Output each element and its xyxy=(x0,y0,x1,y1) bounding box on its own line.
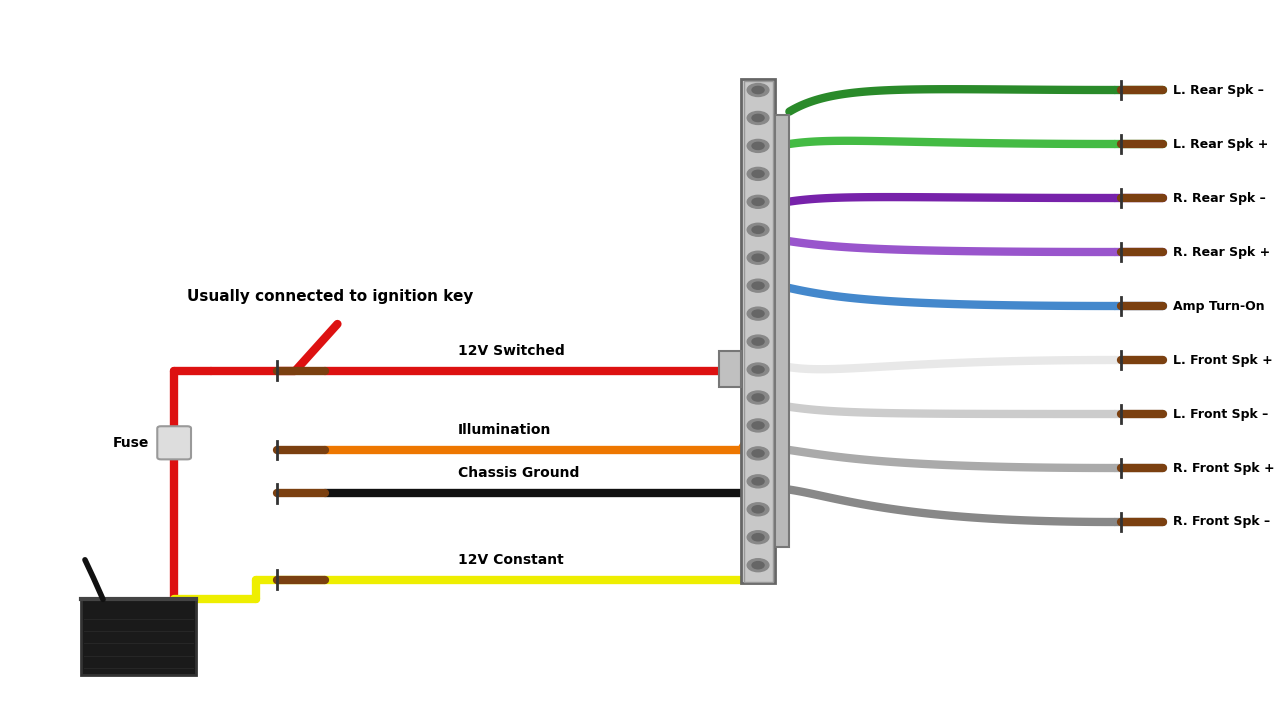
Circle shape xyxy=(748,335,769,348)
Circle shape xyxy=(748,112,769,125)
Circle shape xyxy=(748,140,769,153)
Text: R. Front Spk –: R. Front Spk – xyxy=(1172,516,1270,528)
Circle shape xyxy=(753,562,764,569)
Circle shape xyxy=(753,534,764,541)
Circle shape xyxy=(753,198,764,205)
Circle shape xyxy=(748,84,769,96)
FancyBboxPatch shape xyxy=(157,426,191,459)
Circle shape xyxy=(748,279,769,292)
Text: R. Rear Spk +: R. Rear Spk + xyxy=(1172,246,1270,258)
FancyBboxPatch shape xyxy=(741,79,774,583)
Circle shape xyxy=(748,531,769,544)
Text: R. Rear Spk –: R. Rear Spk – xyxy=(1172,192,1266,204)
Circle shape xyxy=(753,143,764,150)
Circle shape xyxy=(748,559,769,572)
Circle shape xyxy=(753,170,764,177)
Text: L. Rear Spk +: L. Rear Spk + xyxy=(1172,138,1268,150)
Text: Illumination: Illumination xyxy=(458,423,552,437)
Text: Chassis Ground: Chassis Ground xyxy=(458,467,580,480)
Circle shape xyxy=(748,419,769,432)
Circle shape xyxy=(748,223,769,236)
Circle shape xyxy=(748,167,769,180)
Circle shape xyxy=(753,422,764,429)
Text: R. Front Spk +: R. Front Spk + xyxy=(1172,462,1275,474)
Circle shape xyxy=(753,366,764,373)
Circle shape xyxy=(753,338,764,345)
Circle shape xyxy=(753,394,764,401)
Circle shape xyxy=(748,391,769,404)
Circle shape xyxy=(753,505,764,513)
Text: L. Front Spk +: L. Front Spk + xyxy=(1172,354,1272,366)
Circle shape xyxy=(748,447,769,460)
Circle shape xyxy=(748,307,769,320)
Text: Amp Turn-On: Amp Turn-On xyxy=(1172,300,1265,312)
Text: Fuse: Fuse xyxy=(113,436,148,450)
Circle shape xyxy=(753,450,764,457)
Circle shape xyxy=(748,475,769,488)
Circle shape xyxy=(753,226,764,233)
Text: L. Rear Spk –: L. Rear Spk – xyxy=(1172,84,1263,96)
Circle shape xyxy=(748,503,769,516)
Text: 12V Constant: 12V Constant xyxy=(458,553,563,567)
Text: L. Front Spk –: L. Front Spk – xyxy=(1172,408,1268,420)
Circle shape xyxy=(748,195,769,208)
Circle shape xyxy=(753,478,764,485)
Circle shape xyxy=(753,282,764,289)
Circle shape xyxy=(748,363,769,376)
Circle shape xyxy=(753,86,764,94)
Circle shape xyxy=(753,254,764,261)
FancyBboxPatch shape xyxy=(719,351,741,387)
FancyBboxPatch shape xyxy=(774,115,790,547)
FancyBboxPatch shape xyxy=(82,599,196,675)
Text: Usually connected to ignition key: Usually connected to ignition key xyxy=(187,289,474,304)
Circle shape xyxy=(753,310,764,318)
Circle shape xyxy=(753,114,764,122)
Text: 12V Switched: 12V Switched xyxy=(458,344,564,358)
Circle shape xyxy=(748,251,769,264)
FancyBboxPatch shape xyxy=(744,81,773,582)
